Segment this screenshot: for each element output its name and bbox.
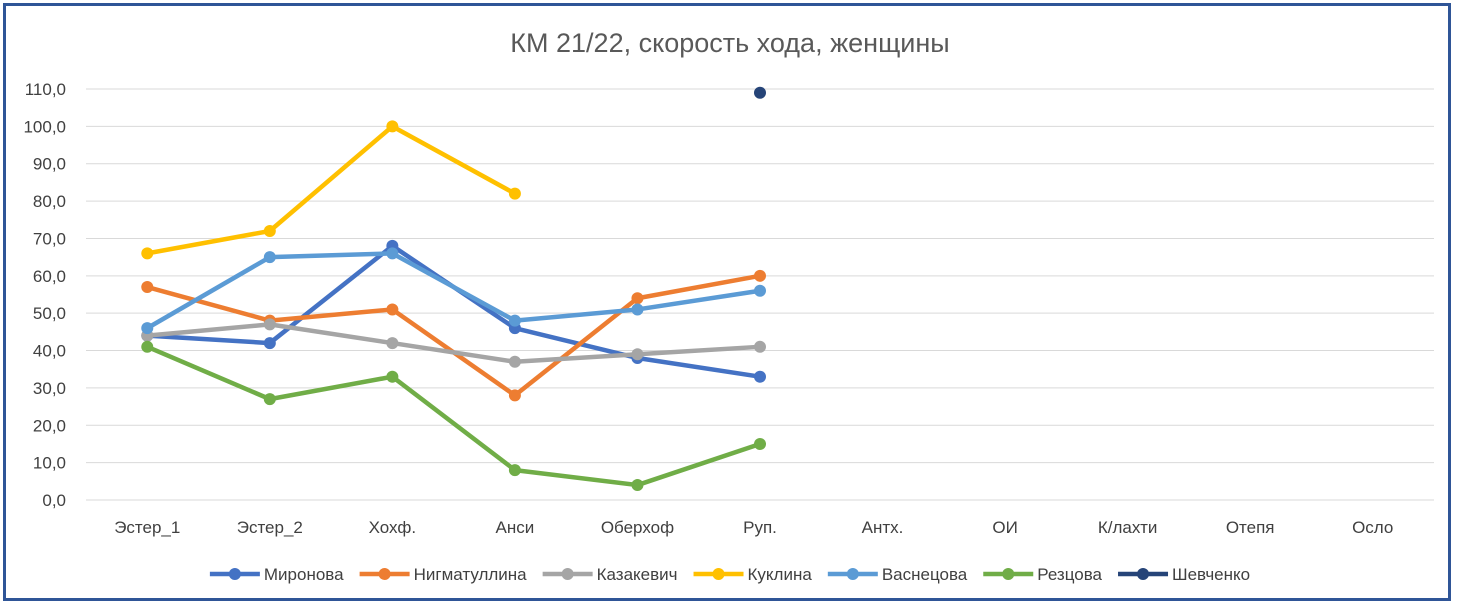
legend-swatch-marker: [1002, 568, 1015, 580]
legend-swatch-marker: [561, 568, 574, 580]
y-tick-label: 40,0: [33, 342, 66, 361]
data-point: [141, 281, 154, 294]
y-tick-label: 50,0: [33, 304, 66, 323]
series-line: [145, 344, 763, 488]
data-point: [141, 247, 154, 260]
legend-label: Казакевич: [597, 565, 678, 584]
legend-item: Васнецова: [827, 565, 968, 584]
y-tick-label: 80,0: [33, 192, 66, 211]
legend-item: Шевченко: [1118, 565, 1250, 584]
x-tick-label: Анси: [496, 518, 535, 537]
series-7: [754, 86, 766, 99]
y-tick-label: 100,0: [23, 117, 66, 136]
data-point: [263, 337, 276, 350]
data-point: [631, 303, 644, 316]
y-tick-label: 30,0: [33, 379, 66, 398]
data-point: [386, 303, 399, 316]
data-point: [263, 318, 276, 331]
data-point: [141, 340, 154, 353]
legend-item: Миронова: [209, 565, 344, 584]
data-point: [386, 120, 399, 133]
series-line: [145, 251, 763, 331]
series-6: [141, 340, 766, 492]
data-point: [386, 370, 399, 383]
legend-label: Нигматуллина: [414, 565, 528, 584]
legend-label: Миронова: [264, 565, 344, 584]
legend-item: Куклина: [693, 565, 813, 584]
series-4: [141, 120, 521, 260]
chart-frame: [3, 3, 1451, 601]
y-tick-label: 0,0: [42, 491, 66, 510]
data-point: [508, 355, 521, 368]
x-tick-label: Эстер_2: [237, 518, 303, 537]
series-line: [145, 322, 763, 365]
data-point: [754, 284, 766, 297]
legend-swatch-marker: [712, 568, 725, 580]
legend-swatch-marker: [378, 568, 391, 580]
data-point: [386, 337, 399, 350]
x-tick-label: Руп.: [743, 518, 777, 537]
gridlines: [86, 88, 1434, 501]
data-point: [754, 340, 766, 353]
data-point: [631, 348, 644, 361]
data-point: [754, 86, 766, 99]
x-tick-label: К/лахти: [1098, 518, 1158, 537]
x-tick-label: Отепя: [1226, 518, 1275, 537]
legend-label: Васнецова: [882, 565, 968, 584]
data-point: [508, 314, 521, 327]
y-tick-label: 10,0: [33, 454, 66, 473]
legend-label: Резцова: [1037, 565, 1102, 584]
y-axis-ticks: 0,0 10,0 20,0 30,0 40,0 50,0 60,0 70,0 80,0 90,0 1…: [23, 80, 66, 510]
legend-item: Казакевич: [542, 565, 678, 584]
x-tick-label: Антх.: [862, 518, 904, 537]
data-point: [263, 393, 276, 406]
series-lines: [141, 86, 766, 492]
data-point: [508, 464, 521, 477]
x-axis-ticks: Эстер_1 Эстер_2 Хохф. Анси Оберхоф Руп. Антх. О…: [114, 518, 1393, 537]
data-point: [754, 437, 766, 450]
data-point: [508, 389, 521, 402]
series-5: [141, 247, 766, 335]
x-tick-label: ОИ: [992, 518, 1017, 537]
series-line: [145, 273, 763, 398]
data-point: [754, 370, 766, 383]
legend-label: Шевченко: [1172, 565, 1250, 584]
chart-title: КМ 21/22, скорость хода, женщины: [510, 28, 949, 58]
x-tick-label: Эстер_1: [114, 518, 180, 537]
y-tick-label: 70,0: [33, 229, 66, 248]
legend-swatch-marker: [846, 568, 859, 580]
series-3: [141, 318, 766, 368]
data-point: [386, 247, 399, 260]
data-point: [263, 224, 276, 237]
x-tick-label: Оберхоф: [601, 518, 674, 537]
data-point: [631, 479, 644, 492]
legend-swatch-marker: [1137, 568, 1150, 580]
data-point: [631, 292, 644, 305]
legend-item: Резцова: [983, 565, 1103, 584]
data-point: [263, 251, 276, 264]
x-tick-label: Осло: [1352, 518, 1393, 537]
y-tick-label: 90,0: [33, 155, 66, 174]
x-tick-label: Хохф.: [369, 518, 416, 537]
legend-item: Нигматуллина: [359, 565, 528, 584]
legend-swatch-marker: [228, 568, 241, 580]
y-tick-label: 60,0: [33, 267, 66, 286]
y-tick-label: 20,0: [33, 416, 66, 435]
data-point: [141, 322, 154, 335]
data-point: [508, 187, 521, 200]
series-line: [145, 124, 518, 256]
data-point: [754, 269, 766, 282]
y-tick-label: 110,0: [25, 80, 66, 99]
legend-label: Куклина: [748, 565, 813, 584]
legend: Миронова Нигматуллина Казакевич Куклина Васн…: [209, 565, 1250, 584]
